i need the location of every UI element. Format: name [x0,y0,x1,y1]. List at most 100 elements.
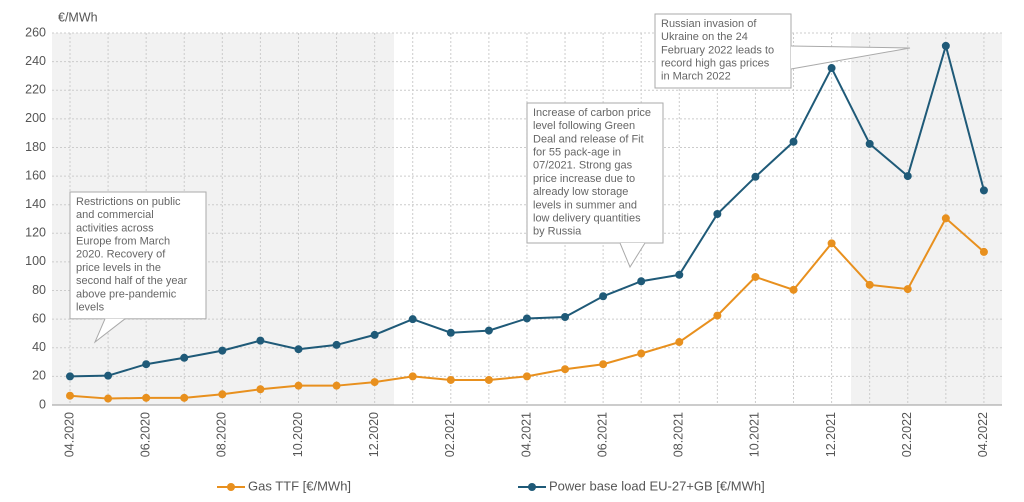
data-point [941,41,950,50]
data-point [370,330,379,339]
annotation-text: and commercial [76,209,154,221]
annotation-text: February 2022 leads to [661,44,774,56]
data-point [903,172,912,181]
data-point [675,338,684,347]
data-point [789,285,798,294]
annotation-text: second half of the year [76,275,188,287]
x-tick-label: 12.2021 [824,412,838,457]
data-point [522,314,531,323]
annotation-text: Europe from March [76,236,170,248]
x-tick-label: 06.2020 [138,412,152,457]
data-point [522,372,531,381]
annotation-text: already low storage [533,186,628,198]
annotation-text: low delivery quantities [533,213,641,225]
annotation-pointer [790,45,911,70]
y-tick-label: 220 [25,83,46,97]
data-point [599,360,608,369]
data-point [408,372,417,381]
legend-marker [528,483,536,491]
y-tick-label: 0 [39,397,46,411]
data-point [104,371,113,380]
data-point [256,385,265,394]
data-point [66,391,74,400]
data-point [142,360,151,369]
data-point [561,313,570,322]
data-point [713,311,722,320]
data-point [218,390,227,399]
data-point [294,345,303,354]
x-tick-label: 08.2021 [672,412,686,457]
annotation-text: Ukraine on the 24 [661,31,748,43]
x-tick-label: 02.2022 [900,412,914,457]
annotation-text: Restrictions on public [76,196,181,208]
y-tick-label: 160 [25,168,46,182]
data-point [332,381,341,390]
y-tick-label: 240 [25,54,46,68]
legend-label: Gas TTF [€/MWh] [248,478,351,493]
x-tick-label: 04.2020 [62,412,76,457]
annotation-pointer [619,242,646,269]
data-point [180,353,189,362]
data-point [979,186,988,195]
data-point [294,381,303,390]
annotation-text: level following Green [533,120,635,132]
data-point [751,272,760,281]
annotation-box [654,13,792,89]
annotation-text: in March 2022 [661,71,731,83]
data-point [827,239,836,248]
annotation-text: Increase of carbon price [533,107,651,119]
annotation-text: 2020. Recovery of [76,249,166,261]
y-tick-label: 180 [25,140,46,154]
x-tick-label: 04.2021 [519,412,533,457]
y-tick-label: 260 [25,25,46,39]
data-point [637,349,646,358]
annotation-text: by Russia [533,226,582,238]
data-point [218,346,227,355]
annotation-text: levels in summer and [533,199,637,211]
data-point [827,64,836,73]
x-tick-label: 08.2020 [215,412,229,457]
data-point [142,393,151,402]
annotation-text: 07/2021. Strong gas [533,160,633,172]
data-point [446,328,455,337]
y-tick-label: 140 [25,197,46,211]
x-tick-label: 12.2020 [367,412,381,457]
annotation-text: for 55 pack-age in [533,147,621,159]
y-tick-label: 40 [32,340,46,354]
data-point [941,214,950,223]
data-point [675,270,684,279]
data-point [104,394,113,403]
data-point [408,315,417,324]
data-point [599,292,608,301]
legend-item: Gas TTF [€/MWh] [217,478,351,493]
y-tick-label: 20 [32,369,46,383]
annotation-text: activities across [76,222,154,234]
data-point [637,277,646,286]
y-tick-label: 200 [25,111,46,125]
annotation-text: record high gas prices [661,58,770,70]
annotation-text: price increase due to [533,173,635,185]
data-point [332,340,341,349]
x-tick-label: 04.2022 [976,412,990,457]
data-point [484,375,493,384]
data-point [484,326,493,335]
data-point [446,375,455,384]
year-band [851,33,1002,405]
data-point [789,137,798,146]
x-tick-label: 02.2021 [443,412,457,457]
annotation-text: Russian invasion of [661,18,757,30]
data-point [865,139,874,148]
data-point [180,393,189,402]
legend-item: Power base load EU-27+GB [€/MWh] [518,478,765,493]
annotation-box [526,102,664,244]
annotation-text: above pre-pandemic [76,288,177,300]
data-point [751,172,760,181]
data-point [256,336,265,345]
y-axis-unit: €/MWh [58,10,98,24]
data-point [865,280,874,289]
data-point [903,285,912,294]
data-point [561,365,570,374]
